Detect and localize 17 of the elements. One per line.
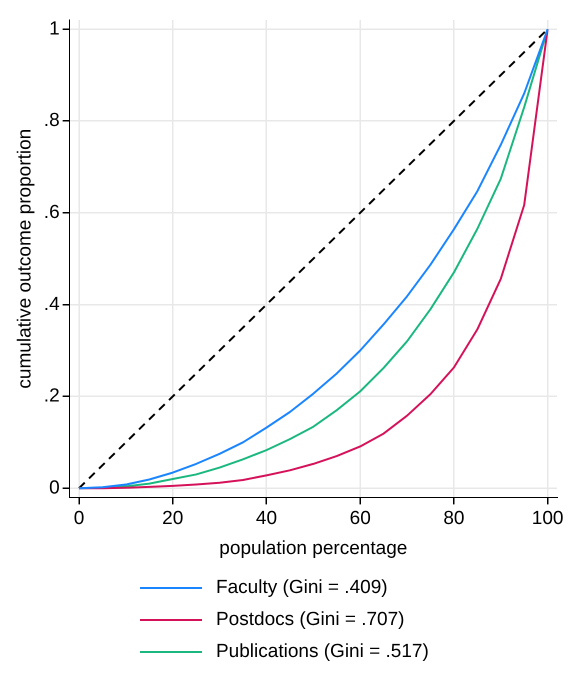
x-tick-label: 0 bbox=[74, 508, 84, 530]
x-tick-label: 60 bbox=[350, 508, 371, 530]
y-tick-label: 1 bbox=[49, 18, 60, 40]
legend-label: Publications (Gini = .517) bbox=[216, 640, 429, 664]
x-tick-label: 40 bbox=[256, 508, 278, 530]
y-tick-label: .6 bbox=[44, 202, 60, 224]
x-tick-label: 20 bbox=[162, 508, 184, 530]
legend-label: Postdocs (Gini = .707) bbox=[216, 608, 405, 632]
y-tick-label: 0 bbox=[49, 477, 60, 498]
y-tick-label: .4 bbox=[44, 294, 60, 315]
x-tick-label: 80 bbox=[443, 508, 464, 530]
y-tick-label: .8 bbox=[44, 110, 60, 132]
x-axis-title: population percentage bbox=[219, 538, 408, 559]
y-tick-label: .2 bbox=[44, 386, 60, 407]
legend-label: Faculty (Gini = .409) bbox=[216, 576, 388, 600]
x-tick-label: 100 bbox=[532, 508, 564, 530]
y-axis-title: cumulative outcome proportion bbox=[14, 128, 36, 389]
